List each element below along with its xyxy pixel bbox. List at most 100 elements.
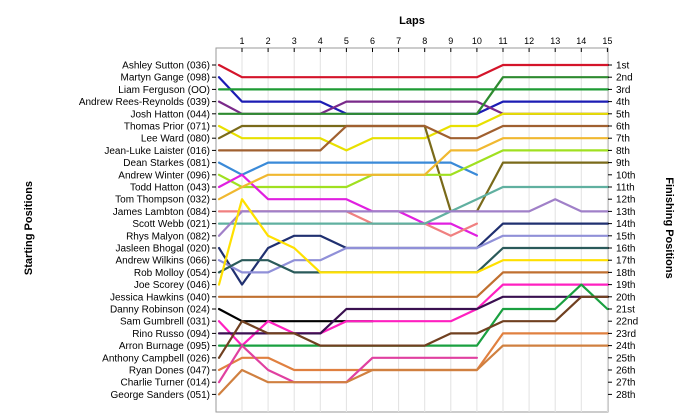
starting-label-4: Andrew Rees-Reynolds (039) [79,97,210,108]
series-line-start-12 [217,137,610,201]
finishing-label-17: 17th [616,256,635,267]
starting-label-25: Anthony Campbell (026) [102,353,210,364]
starting-label-11: Todd Hatton (043) [130,183,210,194]
finishing-label-2: 2nd [616,73,633,84]
series-line-start-4 [217,100,610,115]
series-line-start-14 [217,185,610,225]
starting-label-5: Josh Hatton (044) [131,109,211,120]
series-line-start-8 [217,124,610,152]
starting-label-14: Scott Webb (021) [132,219,210,230]
finishing-label-18: 18th [616,268,635,279]
finishing-label-27: 27th [616,378,635,389]
tick-label-lap-10: 10 [472,36,482,46]
finishing-label-14: 14th [616,219,635,230]
finishing-label-8: 8th [616,146,630,157]
starting-label-22: Sam Gumbrell (031) [120,317,210,328]
grid [241,48,608,412]
tick-label-lap-2: 2 [266,36,271,46]
tick-label-lap-13: 13 [550,36,560,46]
tick-label-lap-15: 15 [602,36,612,46]
finishing-label-22: 22nd [616,317,638,328]
finishing-label-6: 6th [616,122,630,133]
starting-label-28: George Sanders (051) [110,390,210,401]
series-line-start-10 [217,149,610,189]
finishing-label-19: 19th [616,280,635,291]
finishing-label-21: 21st [616,305,635,316]
tick-label-lap-12: 12 [524,36,534,46]
finishing-label-25: 25th [616,353,635,364]
finishing-label-12: 12th [616,195,635,206]
tick-label-lap-7: 7 [396,36,401,46]
finishing-label-23: 23rd [616,329,636,340]
starting-label-19: Joe Scorey (046) [134,280,210,291]
starting-label-6: Thomas Prior (071) [124,122,210,133]
finishing-label-15: 15th [616,231,635,242]
series-line-start-6 [217,112,610,152]
tick-label-lap-14: 14 [576,36,586,46]
tick-label-lap-8: 8 [422,36,427,46]
finishing-label-11: 11th [616,183,635,194]
series-line-start-20 [217,271,610,298]
finishing-label-13: 13th [616,207,635,218]
starting-label-27: Charlie Turner (014) [121,378,210,389]
starting-label-3: Liam Ferguson (OO) [118,85,210,96]
starting-label-20: Jessica Hawkins (040) [110,292,210,303]
series-line-start-16 [217,222,610,286]
tick-label-lap-3: 3 [292,36,297,46]
tick-label-lap-6: 6 [370,36,375,46]
starting-label-7: Lee Ward (080) [141,134,210,145]
finishing-label-20: 20th [616,292,635,303]
plot-border [215,47,609,413]
starting-label-24: Arron Burnage (095) [119,341,210,352]
starting-label-15: Rhys Malyon (082) [126,231,210,242]
starting-label-23: Rino Russo (094) [132,329,210,340]
series-line-start-24 [217,283,610,347]
starting-label-2: Martyn Gange (098) [121,73,211,84]
finishing-label-1: 1st [616,61,630,72]
finishing-label-7: 7th [616,134,630,145]
series-line-start-22 [217,283,610,347]
right-axis-title: Finishing Positions [663,177,675,278]
starting-label-10: Andrew Winter (096) [118,170,210,181]
series-line-start-1 [217,63,610,79]
series-line-start-9 [217,161,478,176]
starting-label-12: Tom Thompson (032) [115,195,210,206]
series-lines [217,63,610,396]
tick-label-lap-5: 5 [344,36,349,46]
starting-label-1: Ashley Sutton (036) [122,61,210,72]
starting-label-18: Rob Molloy (054) [134,268,210,279]
tick-label-lap-9: 9 [448,36,453,46]
tick-label-lap-4: 4 [318,36,323,46]
starting-label-21: Danny Robinson (024) [110,305,210,316]
series-line-start-15 [217,198,610,237]
series-line-start-19 [217,198,610,286]
finishing-label-16: 16th [616,244,635,255]
left-axis-title: Starting Positions [23,181,35,275]
finishing-labels: 1st2nd3rd4th5th6th7th8th9th10th11th12th1… [608,61,638,401]
starting-labels: Ashley Sutton (036)Martyn Gange (098)Lia… [79,61,216,401]
starting-label-8: Jean-Luke Laister (016) [104,146,210,157]
series-line-start-11 [217,173,478,237]
series-line-start-28 [217,344,610,396]
starting-label-26: Ryan Dones (047) [129,366,210,377]
finishing-label-10: 10th [616,170,635,181]
tick-label-lap-1: 1 [239,36,244,46]
starting-label-9: Dean Starkes (081) [123,158,210,169]
series-line-start-2 [217,76,610,115]
starting-label-17: Andrew Wilkins (066) [116,256,210,267]
finishing-label-4: 4th [616,97,630,108]
finishing-label-24: 24th [616,341,635,352]
finishing-label-26: 26th [616,366,635,377]
series-line-start-5 [217,76,610,115]
starting-label-16: Jasleen Bhogal (020) [115,244,210,255]
finishing-label-3: 3rd [616,85,630,96]
series-line-start-26 [217,332,610,372]
starting-label-13: James Lambton (084) [113,207,210,218]
series-line-start-17 [217,234,610,274]
finishing-label-9: 9th [616,158,630,169]
series-line-start-23 [217,295,610,335]
tick-label-lap-11: 11 [498,36,507,46]
series-line-start-25 [217,295,610,359]
finishing-label-5: 5th [616,109,630,120]
